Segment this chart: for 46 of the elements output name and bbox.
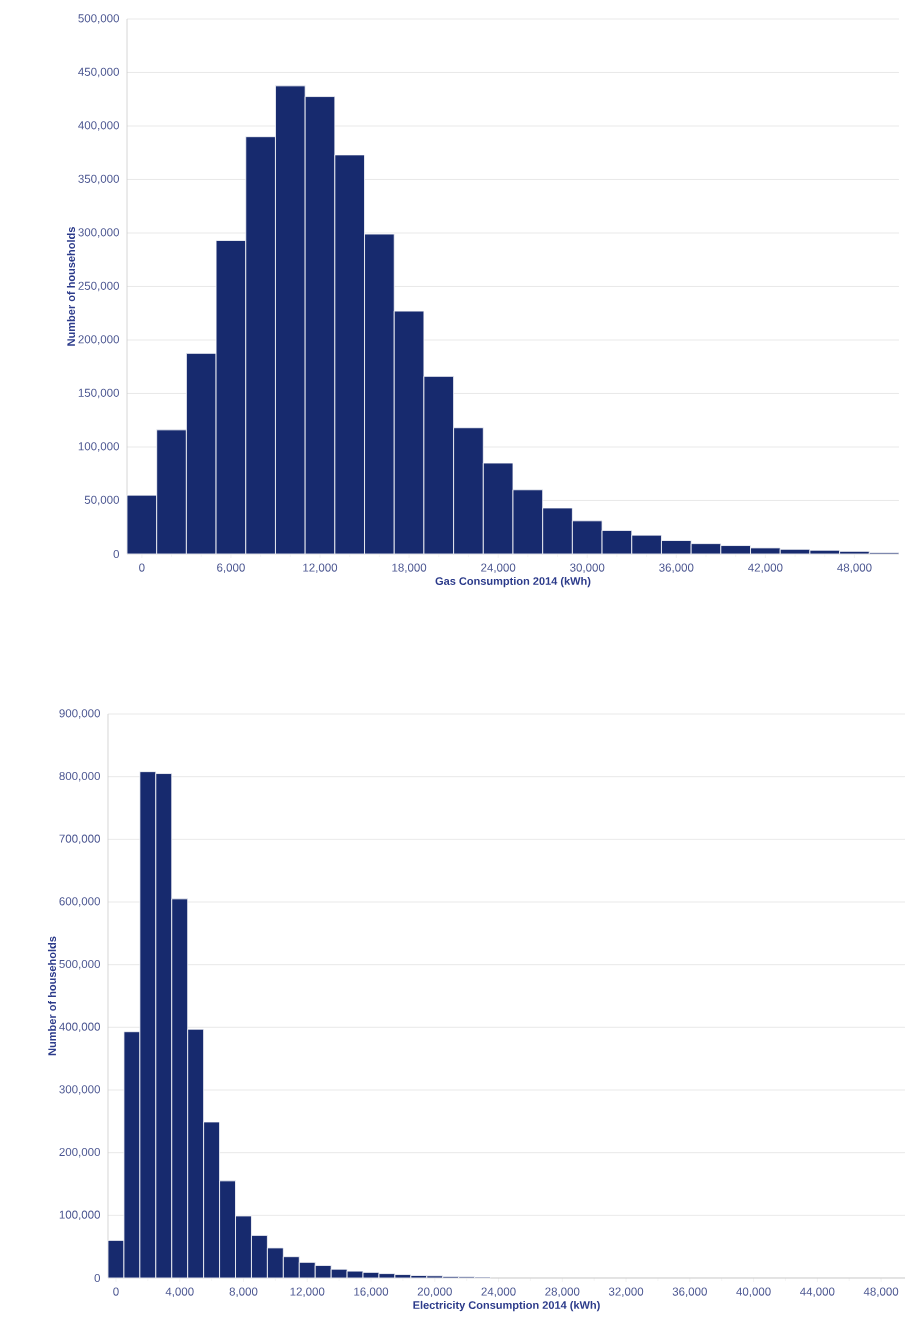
y-tick-label: 400,000 [78, 121, 120, 131]
x-tick-label: 16,000 [354, 1287, 389, 1298]
x-tick-label: 42,000 [748, 563, 783, 574]
x-tick-label: 28,000 [545, 1287, 580, 1298]
y-tick-label: 700,000 [59, 834, 101, 845]
x-tick-label: 32,000 [608, 1287, 644, 1298]
x-tick-label: 24,000 [481, 1287, 516, 1298]
x-tick-label: 36,000 [672, 1287, 707, 1298]
y-axis-title: Number of households [47, 936, 57, 1056]
y-tick-label: 150,000 [78, 388, 120, 399]
x-tick-label: 0 [139, 563, 145, 572]
y-tick-label: 500,000 [59, 959, 101, 970]
x-tick-label: 44,000 [800, 1287, 835, 1298]
x-axis-title: Electricity Consumption 2014 (kWh) [413, 1300, 600, 1312]
x-tick-label: 12,000 [303, 563, 338, 574]
y-tick-label: 200,000 [78, 335, 120, 345]
x-tick-label: 30,000 [570, 563, 605, 574]
x-tick-label: 8,000 [229, 1287, 258, 1298]
y-tick-label: 900,000 [59, 709, 101, 719]
y-tick-label: 300,000 [78, 228, 120, 238]
x-tick-label: 6,000 [217, 563, 245, 574]
x-tick-label: 48,000 [863, 1287, 899, 1298]
y-tick-label: 300,000 [59, 1085, 101, 1095]
x-tick-label: 18,000 [392, 563, 427, 574]
y-tick-label: 0 [94, 1273, 101, 1283]
x-tick-label: 4,000 [165, 1287, 194, 1298]
x-tick-label: 48,000 [837, 563, 872, 574]
y-tick-label: 600,000 [59, 897, 101, 907]
x-tick-label: 40,000 [736, 1287, 771, 1298]
y-tick-label: 350,000 [78, 174, 120, 185]
x-tick-label: 12,000 [290, 1287, 325, 1298]
y-tick-label: 0 [113, 549, 120, 559]
y-tick-label: 100,000 [78, 442, 120, 452]
y-tick-label: 100,000 [59, 1210, 101, 1221]
y-tick-label: 450,000 [78, 67, 120, 78]
y-tick-label: 800,000 [59, 771, 101, 782]
y-axis-title: Number of households [66, 227, 76, 346]
y-tick-label: 250,000 [78, 281, 120, 292]
y-tick-label: 400,000 [59, 1022, 101, 1033]
x-tick-label: 36,000 [659, 563, 694, 574]
y-tick-label: 200,000 [59, 1147, 101, 1158]
x-tick-label: 20,000 [417, 1287, 452, 1298]
y-tick-label: 50,000 [84, 495, 120, 506]
x-tick-label: 24,000 [481, 563, 516, 574]
x-axis-title: Gas Consumption 2014 (kWh) [435, 576, 591, 588]
y-tick-label: 500,000 [78, 14, 120, 24]
